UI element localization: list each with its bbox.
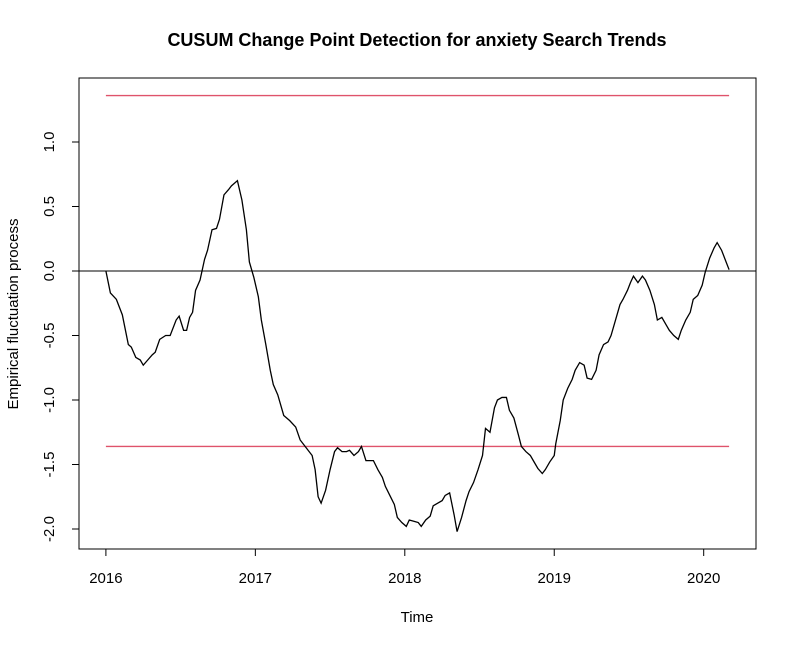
y-tick-label: 1.0 xyxy=(41,132,58,153)
y-axis-label: Empirical fluctuation process xyxy=(5,219,22,410)
chart-title: CUSUM Change Point Detection for anxiety… xyxy=(167,30,666,50)
y-tick-label: -2.0 xyxy=(41,516,58,542)
plot-frame xyxy=(78,77,757,550)
y-tick-label: -1.0 xyxy=(41,387,58,413)
x-tick-label: 2017 xyxy=(239,570,272,587)
x-axis-label: Time xyxy=(401,609,434,626)
x-tick-label: 2018 xyxy=(388,570,421,587)
series-line xyxy=(105,179,730,532)
x-tick-label: 2019 xyxy=(538,570,571,587)
y-tick-label: -1.5 xyxy=(41,452,58,478)
x-tick-label: 2016 xyxy=(89,570,122,587)
y-tick-label: 0.5 xyxy=(41,196,58,217)
y-tick-label: -0.5 xyxy=(41,323,58,349)
y-tick-label: 0.0 xyxy=(41,261,58,282)
x-tick-label: 2020 xyxy=(687,570,720,587)
